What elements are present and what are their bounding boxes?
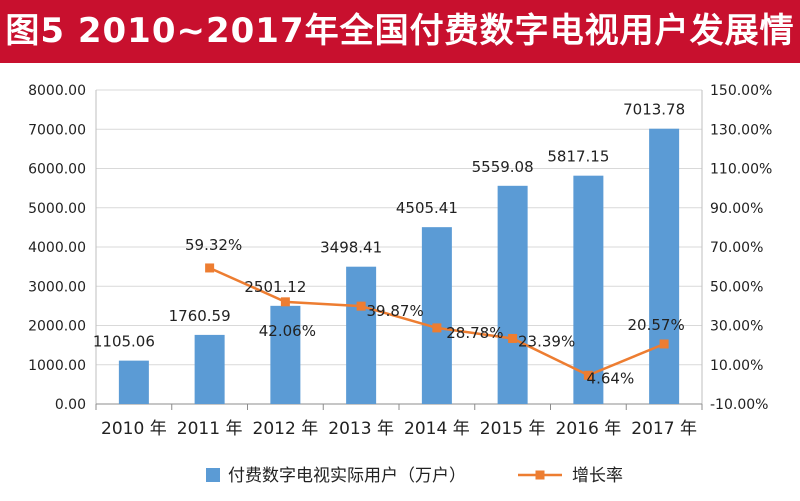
x-tick-label: 2016 年 bbox=[556, 419, 622, 439]
left-tick-label: 2000.00 bbox=[28, 319, 86, 335]
line-data-label: 39.87% bbox=[367, 302, 424, 320]
growth-marker bbox=[356, 301, 366, 311]
bar bbox=[421, 227, 452, 404]
right-tick-label: 130.00% bbox=[710, 122, 772, 138]
x-tick-label: 2017 年 bbox=[631, 419, 697, 439]
growth-marker bbox=[659, 339, 669, 349]
legend-bar-label: 付费数字电视实际用户（万户） bbox=[228, 466, 466, 486]
chart-title: 图5 2010~2017年全国付费数字电视用户发展情况 bbox=[5, 11, 795, 114]
bar bbox=[346, 266, 377, 404]
bar-data-label: 1105.06 bbox=[93, 333, 155, 351]
growth-marker bbox=[583, 370, 593, 380]
bar-data-label: 5817.15 bbox=[547, 148, 609, 166]
bar-data-label: 7013.78 bbox=[623, 101, 685, 119]
left-tick-label: 1000.00 bbox=[28, 358, 86, 374]
bar bbox=[118, 360, 149, 404]
bar-data-label: 2501.12 bbox=[244, 278, 306, 296]
line-data-label: 28.78% bbox=[446, 324, 503, 342]
right-tick-label: 90.00% bbox=[710, 201, 763, 217]
x-tick-label: 2012 年 bbox=[253, 419, 319, 439]
legend-line-marker bbox=[535, 470, 545, 480]
legend-line-label: 增长率 bbox=[572, 466, 623, 486]
right-tick-label: 30.00% bbox=[710, 319, 763, 335]
right-tick-label: 150.00% bbox=[710, 83, 772, 99]
growth-marker bbox=[280, 297, 290, 307]
bar bbox=[573, 175, 604, 404]
right-tick-label: 50.00% bbox=[710, 279, 763, 295]
left-tick-label: 5000.00 bbox=[28, 201, 86, 217]
left-tick-label: 8000.00 bbox=[28, 83, 86, 99]
right-tick-label: 70.00% bbox=[710, 240, 763, 256]
title-bar bbox=[0, 0, 800, 63]
chart: 0.00 1000.00 2000.00 3000.00 4000.00 5000.00 6… bbox=[28, 83, 772, 486]
line-data-label: 20.57% bbox=[628, 316, 685, 334]
left-tick-label: 7000.00 bbox=[28, 122, 86, 138]
left-tick-label: 3000.00 bbox=[28, 279, 86, 295]
bar-data-label: 1760.59 bbox=[169, 307, 231, 325]
bar bbox=[649, 128, 680, 404]
right-tick-label: 10.00% bbox=[710, 358, 763, 374]
growth-marker bbox=[432, 323, 442, 333]
right-tick-label: -10.00% bbox=[710, 397, 768, 413]
legend-bar-swatch bbox=[206, 468, 220, 482]
x-tick-label: 2011 年 bbox=[177, 419, 243, 439]
x-tick-label: 2015 年 bbox=[480, 419, 546, 439]
growth-marker bbox=[508, 333, 518, 343]
right-tick-label: 110.00% bbox=[710, 162, 772, 178]
left-tick-label: 4000.00 bbox=[28, 240, 86, 256]
x-tick-label: 2010 年 bbox=[101, 419, 167, 439]
left-tick-label: 6000.00 bbox=[28, 162, 86, 178]
growth-marker bbox=[205, 263, 215, 273]
bar-data-label: 5559.08 bbox=[472, 158, 534, 176]
bar-data-label: 4505.41 bbox=[396, 199, 458, 217]
x-tick-label: 2013 年 bbox=[328, 419, 394, 439]
line-data-label: 59.32% bbox=[185, 236, 242, 254]
bar bbox=[194, 334, 225, 404]
bar bbox=[270, 305, 301, 404]
bar-data-label: 3498.41 bbox=[320, 239, 382, 257]
line-data-label: 42.06% bbox=[259, 322, 316, 340]
line-data-label: 4.64% bbox=[587, 369, 635, 387]
left-tick-label: 0.00 bbox=[55, 397, 86, 413]
bar bbox=[497, 185, 528, 404]
line-data-label: 23.39% bbox=[518, 332, 575, 350]
x-tick-label: 2014 年 bbox=[404, 419, 470, 439]
